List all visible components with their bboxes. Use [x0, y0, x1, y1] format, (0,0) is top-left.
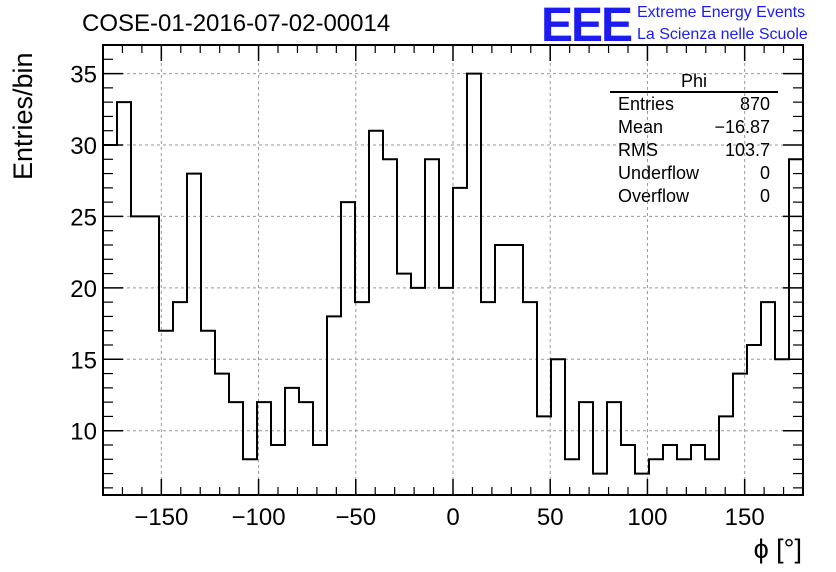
grid-lines [103, 45, 803, 495]
x-tick-label: −150 [134, 504, 188, 531]
y-tick-label: 30 [70, 133, 97, 160]
stats-label: Mean [618, 117, 664, 137]
stats-value: 103.7 [724, 140, 770, 160]
stats-label: Underflow [618, 163, 700, 183]
logo-line-2: La Scienza nelle Scuole [637, 26, 808, 43]
y-tick-label: 20 [70, 276, 97, 303]
stats-label: Entries [618, 94, 675, 114]
x-tick-label: 150 [725, 504, 765, 531]
stats-row-rms: RMS 103.7 [610, 139, 778, 162]
stats-row-overflow: Overflow 0 [610, 185, 778, 208]
stats-label: Overflow [618, 186, 690, 206]
y-tick-label: 25 [70, 204, 97, 231]
x-tick-label: 0 [446, 504, 459, 531]
y-tick-label: 35 [70, 62, 97, 89]
run-title: COSE-01-2016-07-02-00014 [82, 10, 391, 37]
x-tick-label: 100 [627, 504, 667, 531]
logo-line-1: Extreme Energy Events [637, 4, 806, 21]
stats-value: −16.87 [714, 117, 770, 137]
stats-title: Phi [610, 72, 778, 93]
stats-row-underflow: Underflow 0 [610, 162, 778, 185]
stats-value: 0 [759, 186, 770, 206]
stats-label: RMS [618, 140, 658, 160]
x-tick-label: −100 [232, 504, 286, 531]
tick-labels: −150 −100 −50 0 50 100 150 10 15 20 25 30 35 [70, 62, 764, 531]
x-axis-label: ϕ [°] [753, 534, 802, 564]
stats-row-mean: Mean −16.87 [610, 116, 778, 139]
stats-row-entries: Entries 870 [610, 93, 778, 116]
stats-value: 870 [739, 94, 770, 114]
eee-logo: EEE [541, 0, 633, 52]
y-tick-label: 10 [70, 419, 97, 446]
x-tick-label: −50 [335, 504, 376, 531]
x-tick-label: 50 [537, 504, 564, 531]
stats-value: 0 [759, 163, 770, 183]
plot-frame [102, 44, 804, 496]
y-tick-label: 15 [70, 347, 97, 374]
axis-ticks [103, 45, 804, 495]
histogram-step-line [102, 72, 803, 495]
y-axis-label: Entries/bin [8, 52, 38, 180]
stats-box: Phi Entries 870 Mean −16.87 RMS 103.7 Un… [610, 72, 778, 208]
